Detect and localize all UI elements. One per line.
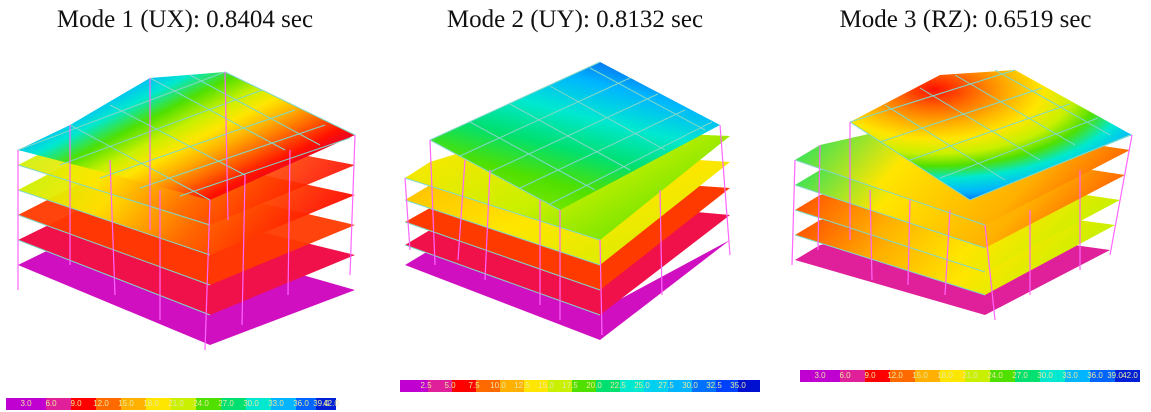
legend-tick: 27.5: [658, 381, 674, 390]
mode-2-frame-grid: [404, 61, 713, 316]
legend-tick: 27.0: [1012, 371, 1028, 380]
mode-3-panel: Mode 3 (RZ): 0.6519 sec: [780, 0, 1151, 412]
legend-tick: 33.0: [268, 399, 284, 408]
legend-tick: 12.0: [887, 371, 903, 380]
legend-tick: 30.0: [682, 381, 698, 390]
legend-tick: 12.0: [93, 399, 109, 408]
legend-tick: 15.0: [538, 381, 554, 390]
mode-1-frame-grid: [17, 71, 356, 316]
legend-tick: 7.5: [468, 381, 480, 390]
legend-tick: 22.5: [610, 381, 626, 390]
mode-2-panel: Mode 2 (UY): 0.8132 sec: [390, 0, 760, 412]
mode-1-columns: [17, 71, 356, 351]
mode-3-deformed-shape: [791, 69, 1133, 321]
legend-tick: 15.0: [912, 371, 928, 380]
mode-2-title: Mode 2 (UY): 0.8132 sec: [446, 6, 704, 33]
legend-tick: 9.0: [70, 399, 82, 408]
legend-tick: 3.0: [20, 399, 32, 408]
floor-slab: [405, 240, 730, 340]
mode-3-color-legend: 3.0 6.0 9.0 12.0 15.0 18.0 21.0 24.0 27.…: [800, 370, 1140, 382]
legend-tick: 42.0: [323, 399, 339, 408]
legend-tick: 9.0: [864, 371, 876, 380]
legend-tick: 25.0: [634, 381, 650, 390]
legend-tick: 32.5: [706, 381, 722, 390]
legend-tick: 42.0: [1122, 371, 1138, 380]
legend-tick: 36.0: [293, 399, 309, 408]
legend-tick: 20.0: [586, 381, 602, 390]
legend-tick: 6.0: [45, 399, 57, 408]
mode-1-floors: [18, 72, 355, 345]
mode-3-title: Mode 3 (RZ): 0.6519 sec: [839, 6, 1092, 33]
legend-tick: 39.0: [313, 399, 329, 408]
legend-tick: 35.0: [730, 381, 746, 390]
legend-tick: 5.0: [444, 381, 456, 390]
legend-tick: 30.0: [1037, 371, 1053, 380]
legend-tick: 24.0: [987, 371, 1003, 380]
legend-tick: 24.0: [193, 399, 209, 408]
mode-2-floors: [405, 62, 730, 340]
mode-1-title: Mode 1 (UX): 0.8404 sec: [56, 6, 314, 33]
legend-tick: 27.0: [218, 399, 234, 408]
mode-3-frame-grid: [794, 69, 1131, 296]
mode-2-columns: [404, 124, 731, 336]
legend-tick: 21.0: [168, 399, 184, 408]
legend-tick: 6.0: [839, 371, 851, 380]
mode-2-deformed-shape: [404, 61, 731, 340]
legend-tick: 30.0: [243, 399, 259, 408]
roof-slab: [18, 72, 355, 200]
mode-3-columns: [791, 122, 1133, 321]
mode-1-deformed-shape: [17, 71, 356, 351]
legend-tick: 36.0: [1087, 371, 1103, 380]
legend-tick: 39.0: [1107, 371, 1123, 380]
legend-tick: 17.5: [562, 381, 578, 390]
mode-1-panel: Mode 1 (UX): 0.8404 sec: [0, 0, 370, 412]
mode-3-floors: [795, 70, 1132, 315]
legend-tick: 12.5: [514, 381, 530, 390]
legend-tick: 33.0: [1062, 371, 1078, 380]
mode-1-color-legend: 3.0 6.0 9.0 12.0 15.0 18.0 21.0 24.0 27.…: [6, 398, 339, 410]
legend-tick: 10.0: [490, 381, 506, 390]
legend-tick: 18.0: [937, 371, 953, 380]
mode-2-color-legend: 2.5 5.0 7.5 10.0 12.5 15.0 17.5 20.0 22.…: [400, 380, 760, 392]
legend-tick: 3.0: [814, 371, 826, 380]
legend-tick: 21.0: [962, 371, 978, 380]
legend-tick: 15.0: [118, 399, 134, 408]
legend-tick: 18.0: [143, 399, 159, 408]
legend-tick: 2.5: [420, 381, 432, 390]
